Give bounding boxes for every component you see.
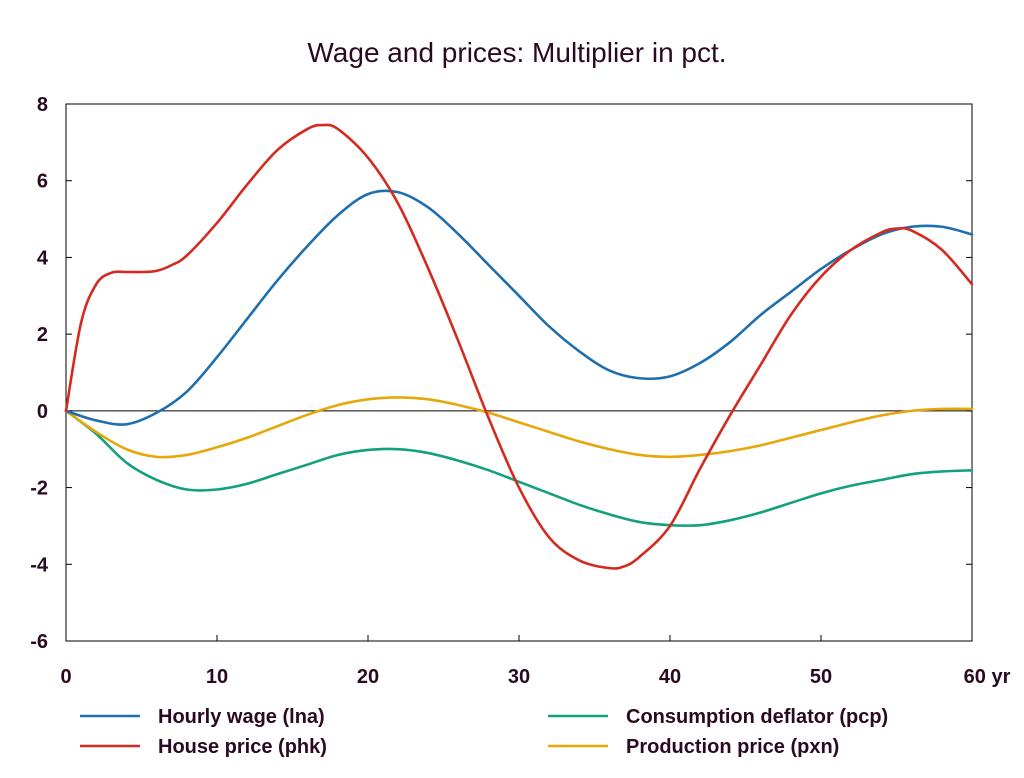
plot-border [65, 103, 973, 642]
y-tick-label: 2 [37, 324, 48, 346]
x-tick-label: 10 [206, 666, 228, 688]
legend-label-production-price-pxn: Production price (pxn) [626, 736, 839, 758]
plot-frame [65, 103, 973, 642]
y-tick-label: -6 [30, 631, 48, 653]
series-line-hourly-wage-lna [64, 189, 974, 426]
series-line-house-price-phk [64, 123, 974, 570]
x-axis: 0 10 20 30 40 50 60 yr [60, 635, 1011, 688]
x-tick-label: 30 [508, 666, 530, 688]
x-tick-label: 40 [659, 666, 681, 688]
legend: Hourly wage (lna) House price (phk) Consum… [80, 706, 888, 758]
series-line-production-price-pxn [64, 396, 974, 459]
x-tick-label: 20 [357, 666, 379, 688]
y-tick-label: -4 [30, 554, 49, 576]
y-tick-label: 0 [37, 401, 48, 423]
series-line-consumption-deflator-pcp [64, 409, 974, 527]
legend-label-consumption-deflator-pcp: Consumption deflator (pcp) [626, 706, 888, 728]
y-tick-label: 6 [37, 171, 48, 193]
legend-label-house-price-phk: House price (phk) [158, 736, 327, 758]
y-tick-label: -2 [30, 478, 48, 500]
series-lines [64, 123, 974, 570]
legend-label-hourly-wage-lna: Hourly wage (lna) [158, 706, 325, 728]
x-tick-label: 0 [60, 666, 71, 688]
x-tick-label: 50 [810, 666, 832, 688]
y-axis: -6 -4 -2 0 2 4 6 8 [30, 94, 972, 653]
x-tick-label: 60 yr [964, 666, 1011, 688]
y-tick-label: 8 [37, 94, 48, 116]
chart-title: Wage and prices: Multiplier in pct. [307, 37, 726, 68]
y-tick-label: 4 [37, 247, 49, 269]
